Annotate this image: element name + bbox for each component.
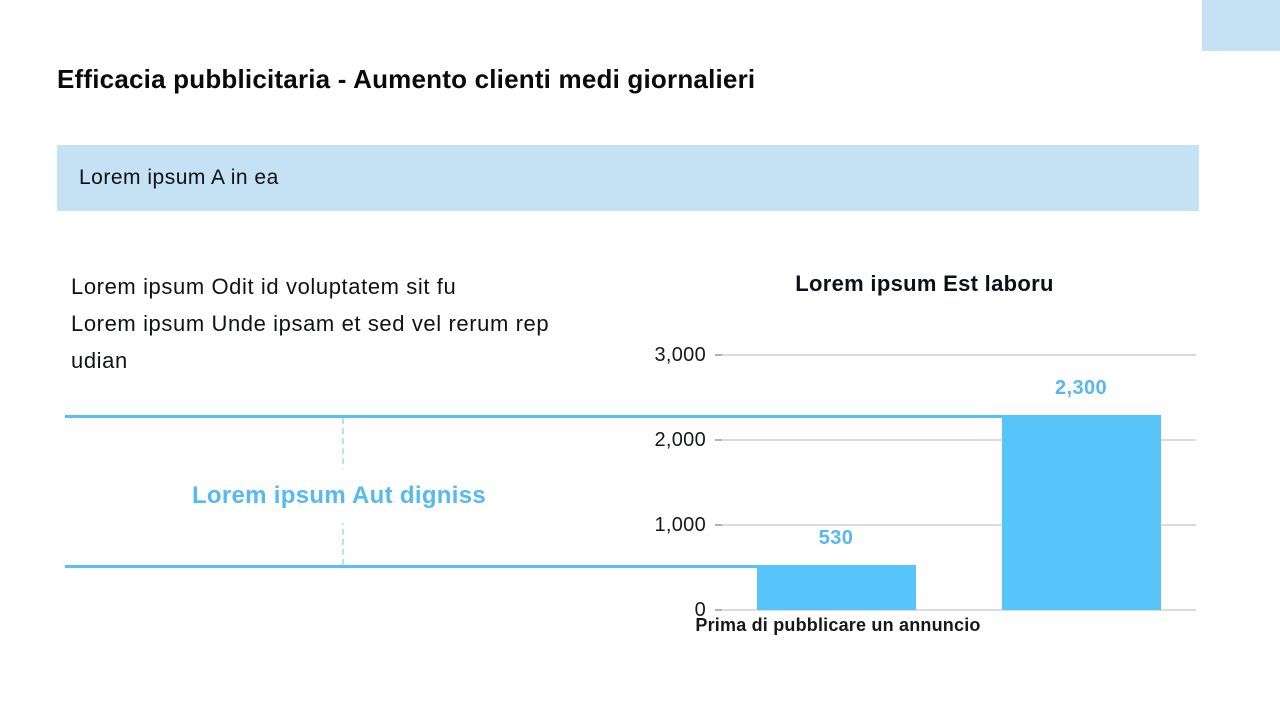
y-axis-tick bbox=[715, 439, 722, 441]
y-tick-label-1,000: 1,000 bbox=[654, 514, 706, 536]
section-banner-label: Lorem ipsum A in ea bbox=[79, 166, 279, 189]
gridline-0 bbox=[715, 609, 1196, 611]
gridline-3,000 bbox=[715, 354, 1196, 356]
bar-value-label-2: 2,300 bbox=[1054, 376, 1108, 399]
y-axis-tick bbox=[715, 354, 722, 356]
y-tick-label-0: 0 bbox=[694, 599, 706, 621]
bar-value-label-1: 530 bbox=[818, 526, 854, 549]
chart-title: Lorem ipsum Est laboru bbox=[795, 271, 1054, 296]
description-line-2: Lorem ipsum Unde ipsam et sed vel rerum … bbox=[71, 311, 550, 336]
bar-2 bbox=[1001, 414, 1161, 610]
gridline-2,000 bbox=[715, 439, 1196, 441]
y-tick-label-3,000: 3,000 bbox=[654, 344, 706, 366]
corner-accent-rectangle bbox=[1202, 0, 1280, 51]
y-tick-label-2,000: 2,000 bbox=[654, 429, 706, 451]
page-title: Efficacia pubblicitaria - Aumento client… bbox=[57, 64, 756, 94]
description-block: Lorem ipsum Odit id voluptatem sit fu Lo… bbox=[71, 268, 549, 379]
y-axis-tick bbox=[715, 609, 722, 611]
description-line-3: udian bbox=[71, 348, 128, 373]
leader-line-before-bar bbox=[65, 564, 757, 568]
growth-annotation-label: Lorem ipsum Aut digniss bbox=[171, 469, 507, 523]
gridline-1,000 bbox=[715, 524, 1196, 526]
leader-line-after-bar bbox=[65, 414, 1002, 418]
description-line-1: Lorem ipsum Odit id voluptatem sit fu bbox=[71, 274, 457, 299]
x-axis-label: Prima di pubblicare un annuncio bbox=[695, 615, 981, 635]
y-axis-tick bbox=[715, 524, 722, 526]
bar-1 bbox=[756, 564, 916, 610]
section-banner: Lorem ipsum A in ea bbox=[57, 145, 1199, 211]
